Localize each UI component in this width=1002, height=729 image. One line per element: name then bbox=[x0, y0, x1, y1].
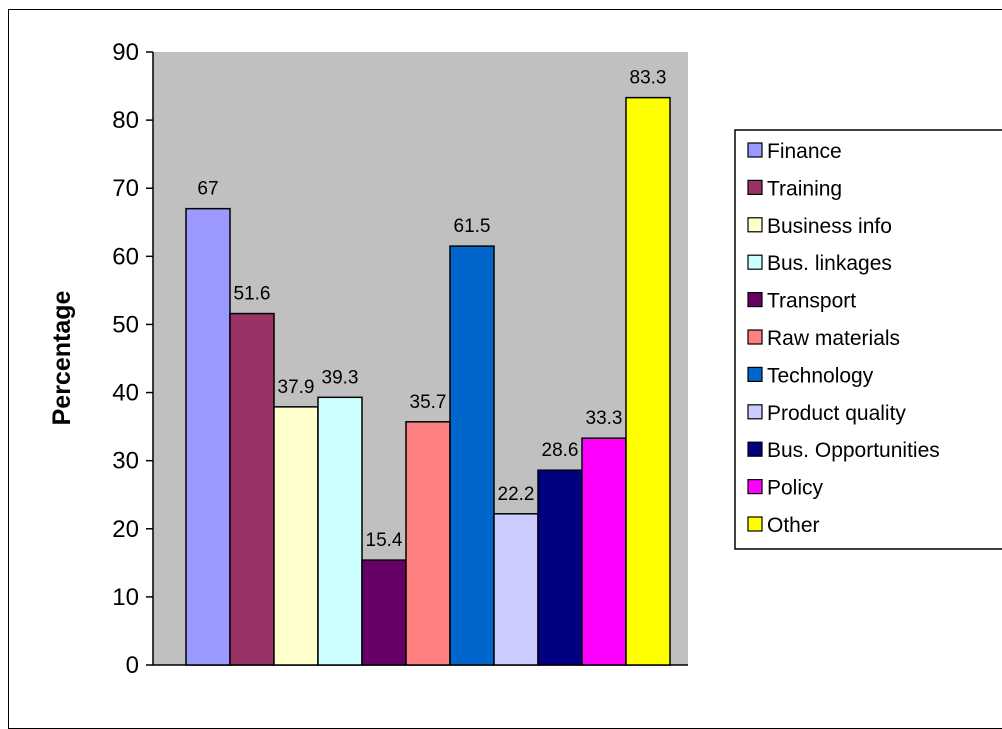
legend-label: Policy bbox=[767, 477, 824, 500]
data-labels: 67 51.6 37.9 39.3 15.4 35.7 61.5 22.2 28.6 33.3 83… bbox=[197, 68, 666, 551]
legend-label: Technology bbox=[767, 364, 874, 387]
legend-label: Bus. Opportunities bbox=[767, 439, 940, 462]
legend-label: Business info bbox=[767, 215, 892, 238]
bar-raw-materials bbox=[405, 421, 451, 666]
bar-transport bbox=[361, 559, 407, 666]
y-tick-label: 20 bbox=[112, 516, 139, 543]
legend-swatch bbox=[747, 441, 763, 457]
legend-swatch bbox=[747, 479, 763, 495]
legend-label: Product quality bbox=[767, 402, 906, 425]
bar-bus-linkages bbox=[317, 396, 363, 666]
legend-swatch bbox=[747, 404, 763, 420]
legend-label: Training bbox=[767, 177, 842, 200]
bar-finance bbox=[185, 207, 231, 666]
legend-swatch bbox=[747, 292, 763, 308]
legend-label: Finance bbox=[767, 140, 842, 163]
data-label: 35.7 bbox=[410, 392, 447, 413]
legend-swatch bbox=[747, 254, 763, 270]
data-label: 33.3 bbox=[586, 408, 623, 429]
legend-label: Other bbox=[767, 514, 820, 537]
y-tick-label: 60 bbox=[112, 243, 139, 270]
bar-policy bbox=[581, 437, 627, 666]
y-tick-label: 90 bbox=[112, 39, 139, 66]
y-tick-label: 50 bbox=[112, 311, 139, 338]
legend-label: Transport bbox=[767, 290, 856, 313]
y-tick-label: 30 bbox=[112, 448, 139, 475]
data-label: 37.9 bbox=[278, 377, 315, 398]
bar-technology bbox=[449, 245, 495, 666]
y-tick-label: 10 bbox=[112, 584, 139, 611]
data-label: 61.5 bbox=[454, 216, 491, 237]
bars bbox=[185, 96, 671, 666]
data-label: 67 bbox=[197, 179, 218, 200]
legend-swatch bbox=[747, 142, 763, 158]
legend-swatch bbox=[747, 516, 763, 532]
data-label: 15.4 bbox=[366, 530, 403, 551]
data-label: 22.2 bbox=[498, 484, 535, 505]
legend-swatch bbox=[747, 329, 763, 345]
bar-bus-opportunities bbox=[537, 469, 583, 666]
data-label: 28.6 bbox=[542, 440, 579, 461]
bar-product-quality bbox=[493, 513, 539, 666]
legend: Finance Training Business info Bus. linkage… bbox=[734, 129, 1002, 550]
y-tick-label: 40 bbox=[112, 380, 139, 407]
bar-training bbox=[229, 312, 275, 666]
bar-chart: 0 10 20 30 40 50 60 70 80 90 67 51.6 37.9 39.3 15.4 35… bbox=[48, 39, 1002, 679]
y-tick-label: 70 bbox=[112, 175, 139, 202]
y-tick-label: 0 bbox=[126, 652, 139, 679]
bar-business-info bbox=[273, 406, 319, 666]
bar-other bbox=[625, 96, 671, 666]
legend-label: Bus. linkages bbox=[767, 252, 892, 275]
legend-swatch bbox=[747, 366, 763, 382]
data-label: 83.3 bbox=[630, 68, 667, 89]
data-label: 39.3 bbox=[322, 367, 359, 388]
legend-box bbox=[734, 129, 1002, 550]
data-label: 51.6 bbox=[234, 284, 271, 305]
legend-swatch bbox=[747, 179, 763, 195]
y-tick-label: 80 bbox=[112, 107, 139, 134]
legend-label: Raw materials bbox=[767, 327, 900, 350]
y-axis-title: Percentage bbox=[48, 291, 76, 426]
legend-swatch bbox=[747, 217, 763, 233]
